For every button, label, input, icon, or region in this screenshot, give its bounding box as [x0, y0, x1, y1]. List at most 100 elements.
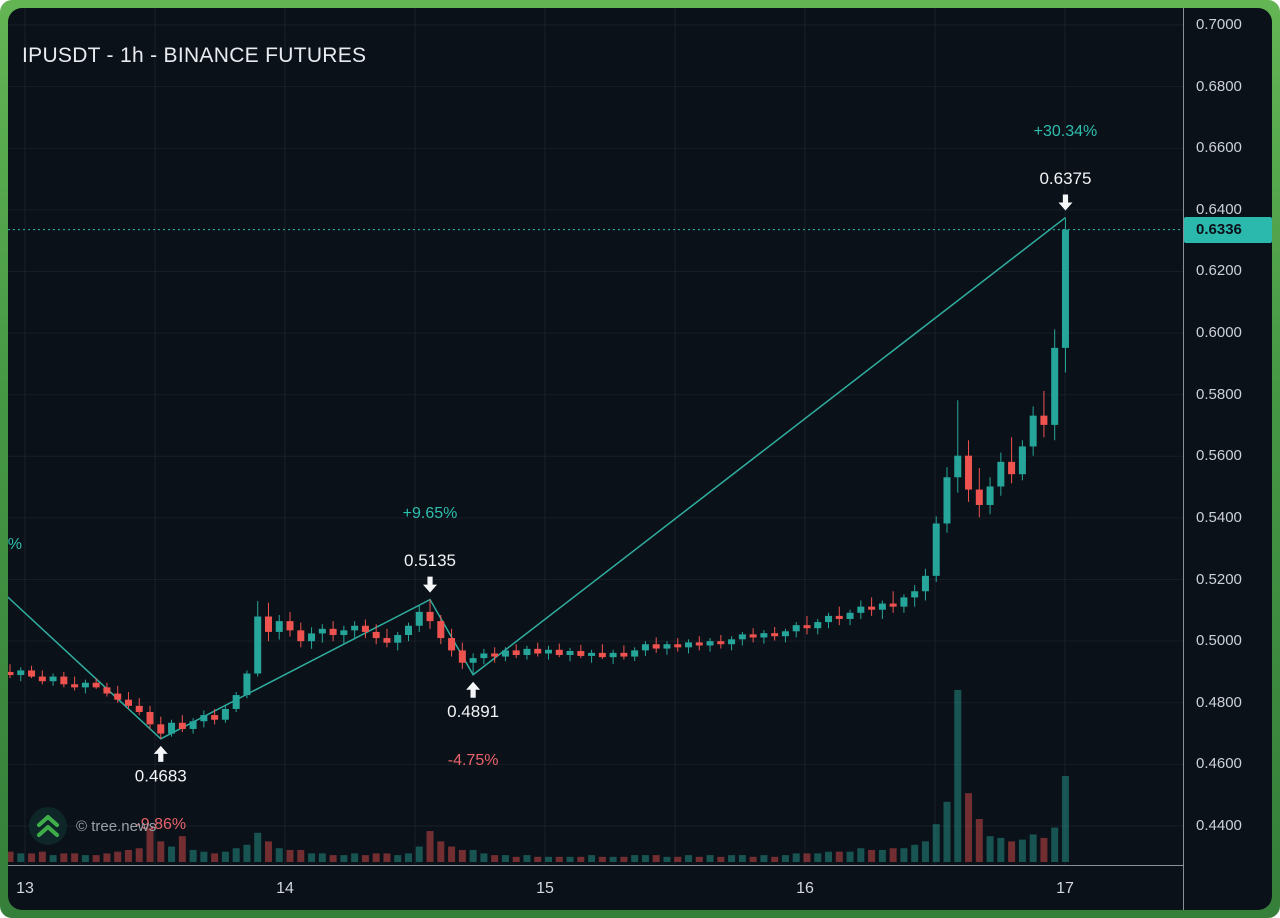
volume-bar — [695, 856, 703, 862]
candle-body — [1040, 415, 1048, 425]
volume-bar — [8, 851, 14, 862]
candle-body — [448, 638, 456, 651]
volume-bar — [706, 855, 714, 862]
volume-bar — [1040, 837, 1048, 862]
volume-bar — [760, 855, 768, 862]
candle-body — [81, 682, 89, 688]
volume-bar — [598, 856, 606, 862]
volume-bar — [545, 856, 552, 862]
volume-bar — [221, 851, 229, 862]
volume-bar — [232, 848, 240, 862]
double-chevron-up-icon — [37, 815, 59, 837]
candle-body — [1029, 415, 1037, 447]
volume-bar — [135, 848, 143, 862]
volume-bar — [674, 856, 682, 862]
candle-body — [383, 638, 391, 643]
volume-bar — [243, 844, 251, 862]
volume-bar — [297, 849, 305, 862]
candle-body — [889, 603, 897, 607]
volume-bar — [566, 856, 574, 862]
candle-body — [114, 693, 122, 700]
volume-bar — [825, 851, 833, 862]
volume-bar — [641, 855, 649, 862]
candle-body — [738, 634, 746, 640]
candle-body — [501, 650, 509, 657]
volume-bar — [803, 853, 811, 862]
volume-bar — [28, 853, 36, 862]
volume-bar — [588, 855, 596, 862]
candle-body — [426, 611, 434, 622]
candle-body — [275, 621, 283, 632]
candle-body — [189, 721, 197, 729]
clipped-pct-label: % — [8, 536, 22, 553]
candle-body — [911, 591, 919, 598]
volume-bar — [318, 853, 326, 862]
volume-bar — [1061, 776, 1069, 862]
candle-body — [609, 652, 617, 658]
volume-bar — [114, 851, 122, 862]
candle-body — [286, 621, 294, 631]
candle-body — [1051, 347, 1059, 425]
candle-body — [200, 715, 208, 722]
volume-bar — [652, 855, 660, 862]
candle-body — [49, 676, 57, 682]
candle-body — [372, 631, 380, 639]
volume-bar — [889, 848, 897, 862]
zigzag-line — [8, 216, 1066, 740]
volume-bar — [1051, 827, 1059, 862]
candle-body — [308, 633, 316, 642]
candle-body — [178, 722, 186, 729]
candle-body — [997, 461, 1005, 487]
candle-body — [124, 699, 132, 706]
time-axis[interactable]: 13 14 15 16 17 — [8, 865, 1184, 910]
candle-body — [631, 650, 639, 657]
price-axis-label: 0.6600 — [1196, 139, 1242, 157]
candle-body — [803, 625, 811, 629]
volume-bar — [555, 856, 563, 862]
volume-bar — [781, 855, 789, 862]
volume-bar — [868, 849, 876, 862]
volume-bar — [620, 856, 628, 862]
volume-bar — [523, 855, 531, 862]
candle-body — [598, 652, 606, 658]
swing-price-label: 0.4683 — [135, 766, 187, 785]
candle-body — [28, 670, 36, 677]
volume-bar — [17, 853, 25, 862]
candle-body — [781, 631, 789, 637]
volume-bar — [609, 856, 617, 862]
candle-body — [361, 625, 369, 632]
candle-body — [480, 653, 488, 659]
candle-body — [135, 705, 143, 713]
volume-bar — [1008, 841, 1016, 862]
price-axis-label: 0.6800 — [1196, 77, 1242, 95]
volume-bar — [329, 855, 337, 862]
volume-bar — [1018, 839, 1026, 862]
volume-bar — [728, 855, 736, 862]
candle-body — [534, 648, 542, 654]
volume-bar — [814, 853, 822, 862]
candle-body — [577, 651, 585, 656]
candle-body — [663, 644, 671, 649]
volume-bar — [846, 851, 854, 862]
candle-body — [620, 652, 628, 657]
swing-pct-label: +30.34% — [1034, 123, 1098, 140]
volume-bar — [286, 849, 294, 862]
candle-body — [771, 633, 779, 637]
candle-body — [652, 644, 660, 649]
candle-body — [868, 606, 876, 610]
candle-body — [60, 676, 68, 685]
candlestick-chart[interactable]: 0.4683 -9.86% 0.5135 +9.65% 0.4891 -4.75% 0.63… — [8, 8, 1272, 910]
candle-body — [921, 575, 929, 592]
candle-body — [706, 641, 714, 646]
volume-bar — [437, 841, 445, 862]
volume-bar — [932, 824, 940, 862]
candle-body — [221, 708, 229, 720]
price-axis[interactable]: 0.7000 0.6800 0.6600 0.6400 0.6200 0.6000 0.58… — [1184, 8, 1272, 910]
candle-body — [900, 597, 908, 607]
chart-title: IPUSDT - 1h - BINANCE FUTURES — [22, 44, 367, 67]
candle-body — [168, 722, 176, 734]
candle-body — [157, 724, 165, 734]
volume-bar — [857, 848, 865, 862]
volume-bar — [512, 856, 520, 862]
price-axis-label: 0.6200 — [1196, 262, 1242, 280]
